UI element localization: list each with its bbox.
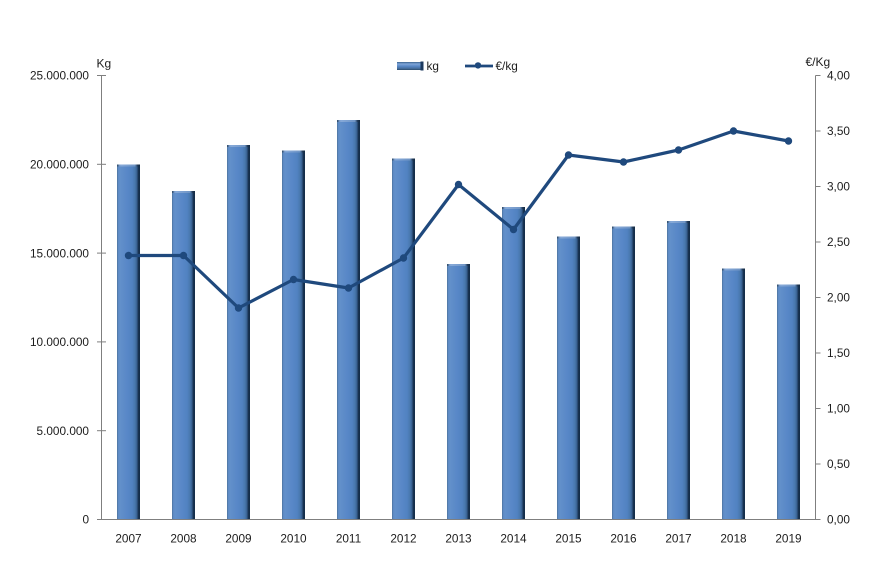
svg-text:2017: 2017 — [665, 531, 691, 545]
svg-text:0: 0 — [82, 513, 89, 527]
svg-text:€/kg: €/kg — [496, 59, 518, 73]
svg-text:€/Kg: €/Kg — [806, 55, 831, 69]
svg-text:2013: 2013 — [445, 531, 472, 545]
svg-text:1,50: 1,50 — [827, 346, 850, 360]
svg-text:2018: 2018 — [720, 531, 747, 545]
svg-text:2010: 2010 — [280, 531, 307, 545]
svg-text:5.000.000: 5.000.000 — [37, 424, 90, 438]
svg-text:0,00: 0,00 — [827, 513, 850, 527]
svg-text:2015: 2015 — [555, 531, 582, 545]
svg-text:3,50: 3,50 — [827, 124, 850, 138]
svg-text:2011: 2011 — [336, 531, 361, 545]
svg-text:2016: 2016 — [610, 531, 637, 545]
svg-text:10.000.000: 10.000.000 — [30, 335, 89, 349]
svg-text:0,50: 0,50 — [827, 457, 850, 471]
svg-text:2012: 2012 — [390, 531, 416, 545]
svg-text:20.000.000: 20.000.000 — [30, 158, 89, 172]
svg-text:15.000.000: 15.000.000 — [30, 246, 89, 260]
svg-text:4,00: 4,00 — [827, 69, 850, 83]
svg-text:2008: 2008 — [170, 531, 197, 545]
svg-text:2014: 2014 — [500, 531, 527, 545]
svg-text:2,50: 2,50 — [827, 235, 850, 249]
svg-text:kg: kg — [427, 59, 439, 73]
svg-text:1,00: 1,00 — [827, 402, 850, 416]
svg-text:2,00: 2,00 — [827, 291, 850, 305]
svg-text:25.000.000: 25.000.000 — [30, 69, 89, 83]
svg-text:2019: 2019 — [775, 531, 801, 545]
svg-text:2009: 2009 — [225, 531, 251, 545]
svg-text:Kg: Kg — [97, 57, 112, 71]
svg-text:2007: 2007 — [115, 531, 141, 545]
svg-text:3,00: 3,00 — [827, 180, 850, 194]
